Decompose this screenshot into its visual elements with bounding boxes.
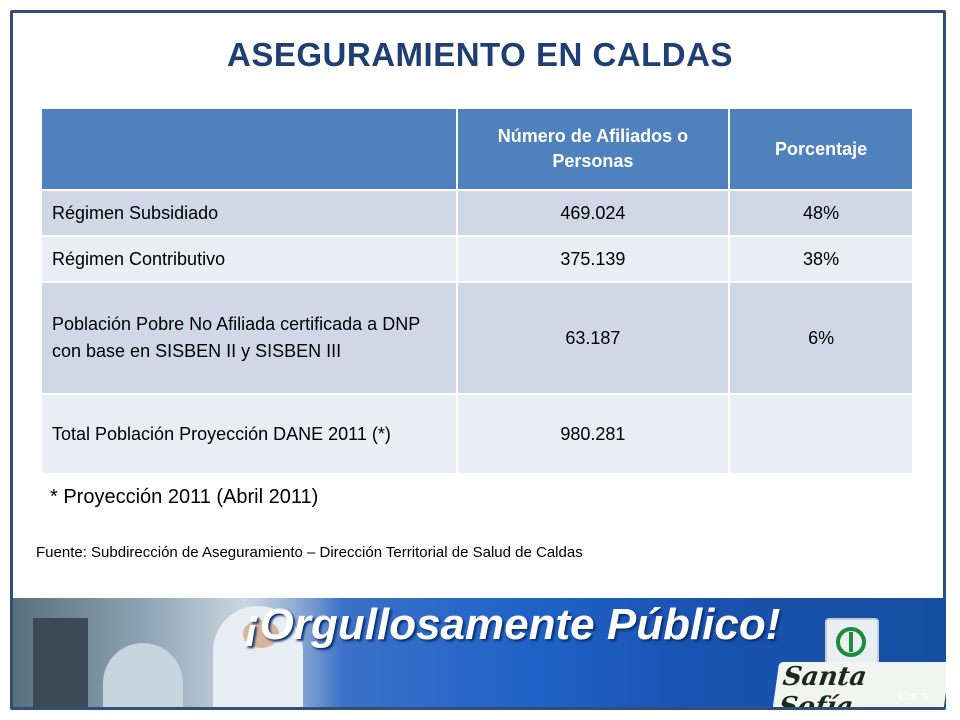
affiliation-table: Número de Afiliados o Personas Porcentaj…	[40, 107, 914, 475]
page-title: ASEGURAMIENTO EN CALDAS	[227, 36, 733, 73]
equipment-shape	[33, 618, 88, 707]
table-cell-regime: Régimen Contributivo	[40, 235, 458, 283]
table-cell-percent: 38%	[728, 235, 914, 283]
table-cell-percent: 6%	[728, 281, 914, 395]
table-row: Régimen Subsidiado 469.024 48%	[40, 189, 914, 237]
source-note: Fuente: Subdirección de Aseguramiento – …	[36, 544, 583, 561]
table-cell-count: 63.187	[455, 281, 731, 395]
footer-banner: ¡Orgullosamente Público! Santa Sofía E.S…	[13, 598, 946, 707]
banner-slogan: ¡Orgullosamente Público!	[245, 600, 781, 649]
footnote: * Proyección 2011 (Abril 2011)	[50, 486, 319, 508]
table-cell-regime: Población Pobre No Afiliada certificada …	[40, 281, 458, 395]
hospital-photo	[13, 598, 343, 707]
table-cell-count: 375.139	[455, 235, 731, 283]
hospital-logo-icon	[825, 618, 879, 668]
table-cell-count: 980.281	[455, 393, 731, 475]
nurse-face	[243, 620, 279, 648]
table-header-empty	[40, 107, 458, 191]
table-header-affiliates: Número de Afiliados o Personas	[455, 107, 731, 191]
logo-stem	[849, 632, 853, 652]
table-cell-regime: Total Población Proyección DANE 2011 (*)	[40, 393, 458, 475]
logo-ring	[836, 627, 866, 657]
logo-subtitle: E.S.E	[898, 692, 932, 702]
patient-shape	[103, 643, 183, 707]
table-cell-count: 469.024	[455, 189, 731, 237]
table-cell-regime: Régimen Subsidiado	[40, 189, 458, 237]
table-header-percentage: Porcentaje	[728, 107, 914, 191]
table-cell-percent: 48%	[728, 189, 914, 237]
table-row: Total Población Proyección DANE 2011 (*)…	[40, 393, 914, 475]
table-header-row: Número de Afiliados o Personas Porcentaj…	[40, 107, 914, 191]
table-cell-percent	[728, 393, 914, 475]
table-row: Régimen Contributivo 375.139 38%	[40, 235, 914, 283]
table-row: Población Pobre No Afiliada certificada …	[40, 281, 914, 395]
